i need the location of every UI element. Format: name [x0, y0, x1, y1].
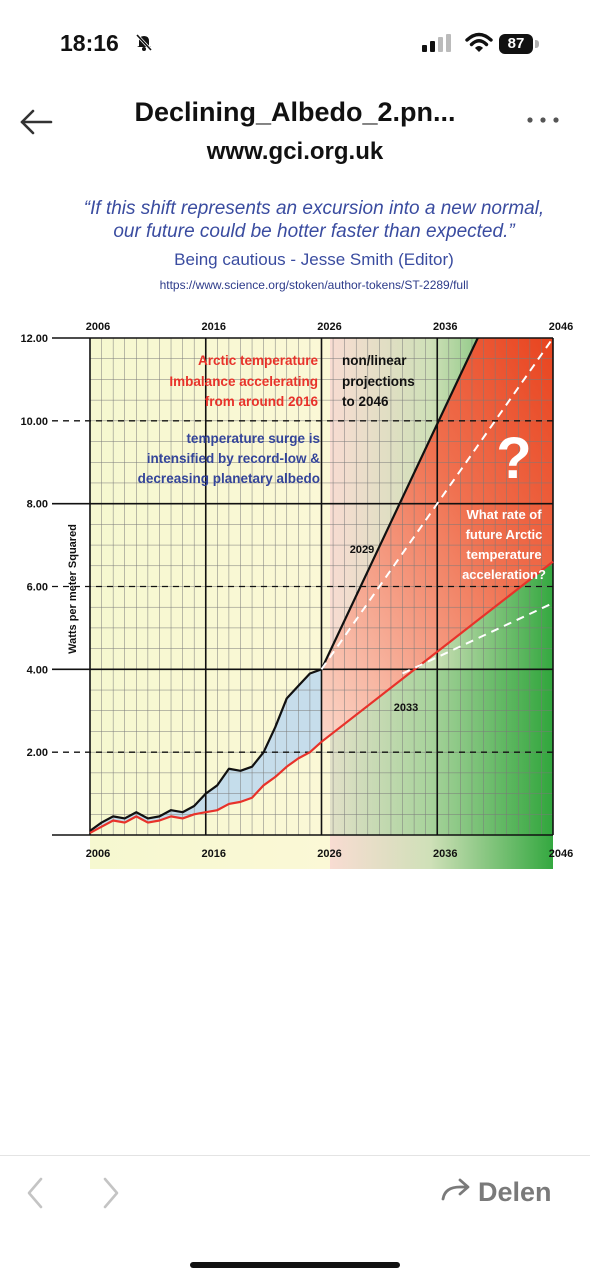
y-tick-label: 6.00 [27, 582, 48, 594]
series-line-4 [320, 560, 554, 743]
y-axis-ticks: 2.00 4.00 6.00 8.00 10.00 12.00 [20, 333, 48, 759]
annotation-black-3: to 2046 [342, 394, 389, 409]
y-tick-label: 2.00 [27, 747, 48, 759]
x-tick-label: 2016 [202, 848, 226, 860]
toolbar-divider [0, 1155, 590, 1156]
annotation-red-1: Arctic temperature [198, 353, 319, 368]
annotation-blue-3: decreasing planetary albedo [138, 471, 320, 486]
x-tick-label: 2006 [86, 321, 110, 333]
x-tick-label: 2006 [86, 848, 110, 860]
chevron-right-icon[interactable] [100, 1176, 122, 1215]
wifi-icon [465, 32, 493, 59]
annotation-white-1: What rate of [466, 507, 542, 522]
battery-tip [535, 40, 539, 48]
y-tick-label: 4.00 [27, 664, 48, 676]
quote-line-1: “If this shift represents an excursion i… [83, 198, 545, 219]
series-line-1 [89, 740, 323, 834]
annotation-blue-2: intensified by record-low & [147, 451, 321, 466]
annotation-blue: temperature surge is intensified by reco… [138, 431, 321, 486]
x-tick-label: 2026 [317, 848, 341, 860]
question-mark: ? [496, 426, 531, 491]
battery-icon: 87 [499, 34, 533, 54]
annotation-black-1: non/linear [342, 353, 407, 368]
page-subtitle: www.gci.org.uk [206, 138, 384, 165]
bell-slash-icon [134, 32, 154, 57]
series-line-0 [89, 668, 322, 832]
annotation-white: What rate of future Arctic temperature a… [462, 507, 546, 582]
chart-major-lines [52, 337, 554, 836]
page-title: Declining_Albedo_2.pn... [134, 97, 456, 127]
annotation-red-2: Imbalance accelerating [169, 374, 318, 389]
ellipsis-icon[interactable] [525, 112, 561, 130]
x-tick-label: 2046 [549, 848, 573, 860]
annotation-red-3: from around 2016 [205, 394, 319, 409]
image-attribution: Being cautious - Jesse Smith (Editor) [174, 250, 454, 269]
x-tick-label: 2036 [433, 321, 457, 333]
y-axis-label: Watts per meter Squared [67, 524, 79, 654]
cell-signal-icon [422, 34, 454, 57]
annotation-white-3: temperature [466, 547, 541, 562]
status-time: 18:16 [60, 30, 119, 56]
x-tick-label: 2016 [202, 321, 226, 333]
quote-line-2: our future could be hotter faster than e… [113, 221, 515, 242]
share-arrow-icon [440, 1176, 474, 1209]
label-2033: 2033 [394, 702, 418, 714]
annotation-white-4: acceleration? [462, 567, 546, 582]
x-tick-label: 2036 [433, 848, 457, 860]
annotation-red: Arctic temperature Imbalance acceleratin… [169, 353, 318, 409]
chart-series [89, 337, 554, 834]
chevron-left-icon[interactable] [24, 1176, 46, 1215]
y-tick-label: 12.00 [20, 333, 48, 345]
x-axis-ticks: 2006 2006 2016 2016 2026 2026 2036 2036 2046 2046 [86, 321, 573, 860]
x-tick-label: 2046 [549, 321, 573, 333]
annotation-blue-1: temperature surge is [186, 431, 320, 446]
image-url: https://www.science.org/stoken/author-to… [159, 278, 469, 292]
series-line-3 [320, 337, 554, 670]
y-tick-label: 10.00 [20, 416, 48, 428]
arrow-left-icon[interactable] [18, 108, 54, 141]
x-tick-label: 2026 [317, 321, 341, 333]
home-indicator[interactable] [190, 1262, 400, 1268]
series-line-2 [320, 337, 479, 670]
y-tick-label: 8.00 [27, 499, 48, 511]
share-button[interactable]: Delen [440, 1176, 552, 1209]
annotation-black: non/linear projections to 2046 [342, 353, 415, 409]
label-2029: 2029 [350, 544, 374, 556]
annotation-white-2: future Arctic [466, 527, 543, 542]
annotation-black-2: projections [342, 374, 415, 389]
image-quote: “If this shift represents an excursion i… [0, 197, 590, 243]
share-label: Delen [478, 1177, 552, 1207]
